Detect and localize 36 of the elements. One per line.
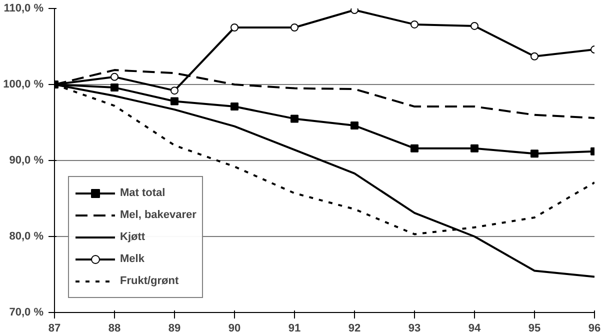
- x-tick-label: 92: [348, 322, 361, 334]
- legend-label: Melk: [120, 253, 144, 265]
- x-tick-label: 96: [588, 322, 601, 334]
- point: [470, 144, 478, 152]
- legend-label: Mel, bakevarer: [120, 209, 196, 221]
- x-tick-label: 94: [468, 322, 482, 334]
- x-tick-label: 87: [48, 322, 61, 334]
- x-tick-label: 95: [528, 322, 541, 334]
- point: [230, 102, 238, 111]
- point: [350, 8, 358, 14]
- point: [110, 84, 118, 92]
- point: [170, 86, 178, 95]
- legend-label: Kjøtt: [120, 231, 146, 243]
- point: [290, 114, 298, 123]
- legend-label: Frukt/grønt: [120, 275, 179, 287]
- point: [410, 20, 418, 28]
- point: [530, 52, 538, 60]
- point: [290, 24, 298, 32]
- point: [110, 72, 118, 81]
- point: [170, 97, 178, 106]
- x-tick-label: 89: [168, 322, 181, 334]
- point: [410, 144, 418, 152]
- y-tick-label: 90,0 %: [9, 154, 44, 166]
- x-tick-label: 90: [228, 322, 241, 334]
- point: [530, 150, 538, 158]
- x-tick-label: 88: [108, 322, 121, 334]
- point: [230, 24, 238, 32]
- point: [350, 122, 358, 130]
- y-tick-label: 110,0 %: [4, 2, 44, 14]
- point: [470, 22, 478, 30]
- y-tick-label: 70,0 %: [9, 306, 44, 318]
- x-tick-label: 93: [408, 322, 421, 334]
- x-tick-label: 91: [288, 322, 301, 334]
- y-tick-label: 80,0 %: [9, 230, 44, 242]
- legend-label: Mat total: [120, 187, 166, 199]
- y-tick-label: 100,0 %: [3, 78, 44, 90]
